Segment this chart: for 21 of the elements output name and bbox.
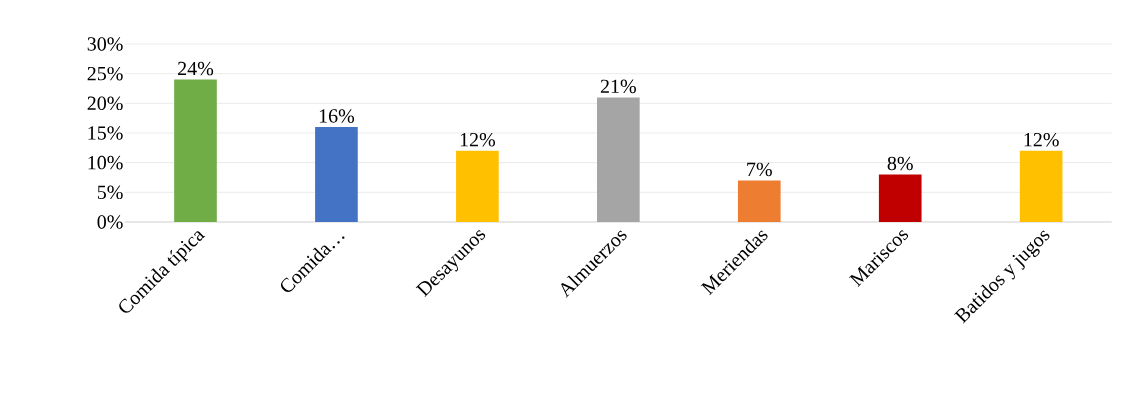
bar bbox=[878, 174, 922, 222]
y-tick-label: 15% bbox=[88, 126, 123, 140]
y-tick-label: 30% bbox=[87, 37, 123, 51]
y-tick-label: 20% bbox=[87, 96, 123, 111]
data-label: 7% bbox=[747, 162, 772, 177]
data-label: 16% bbox=[319, 109, 355, 123]
bar bbox=[315, 127, 358, 222]
y-tick-label: 0% bbox=[97, 215, 123, 229]
bar bbox=[737, 180, 781, 222]
bar bbox=[174, 79, 217, 222]
data-label: 12% bbox=[1024, 132, 1059, 147]
bar bbox=[1019, 150, 1063, 222]
bar bbox=[456, 150, 499, 222]
data-label: 24% bbox=[178, 61, 214, 76]
bar bbox=[597, 97, 640, 222]
y-tick-label: 25% bbox=[87, 66, 123, 81]
y-tick-label: 5% bbox=[97, 185, 123, 200]
data-label: 21% bbox=[600, 79, 636, 94]
data-label: 12% bbox=[460, 132, 496, 147]
data-label: 8% bbox=[887, 156, 913, 171]
y-tick-label: 10% bbox=[88, 155, 123, 170]
